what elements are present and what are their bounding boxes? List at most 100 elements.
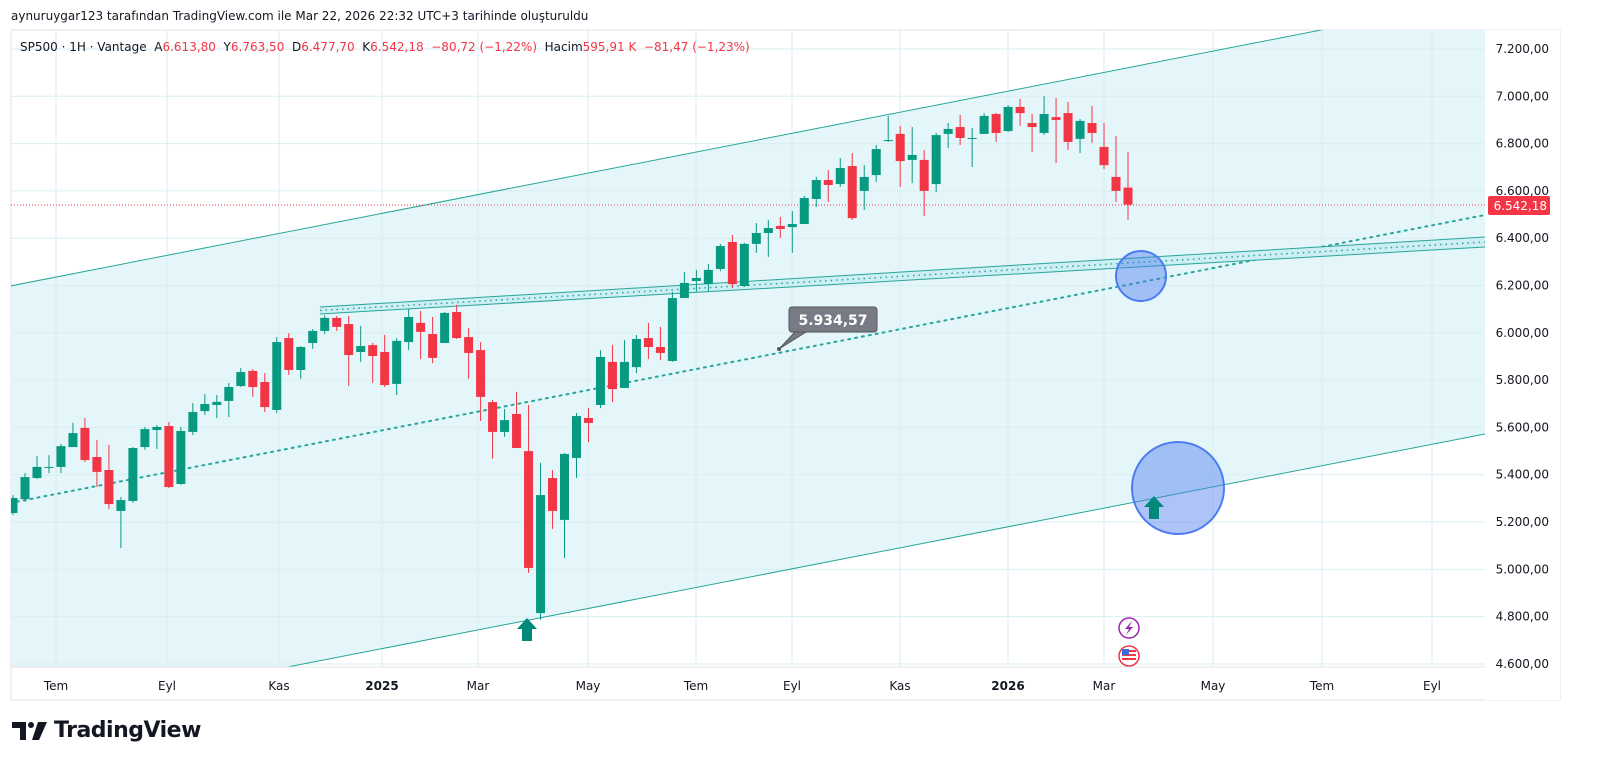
candle-down[interactable] (1051, 97, 1061, 164)
candle-up[interactable] (799, 195, 809, 225)
candle-up[interactable] (835, 158, 845, 187)
candle-down[interactable] (332, 316, 342, 331)
lightning-event-icon[interactable] (1118, 617, 1140, 639)
candle-up[interactable] (1039, 96, 1049, 136)
channel-lower-line[interactable] (10, 433, 1485, 721)
candle-down[interactable] (895, 125, 905, 187)
candle-up[interactable] (679, 272, 689, 299)
candle-up[interactable] (715, 243, 725, 272)
candle-down[interactable] (607, 344, 617, 403)
candle-down[interactable] (476, 342, 486, 422)
symbol-info[interactable]: SP500 · 1H · Vantage (20, 40, 147, 54)
price-axis[interactable] (1485, 30, 1560, 700)
candle-up[interactable] (811, 176, 821, 207)
candle-down[interactable] (1027, 114, 1037, 152)
candle-down[interactable] (655, 326, 665, 361)
candle-up[interactable] (140, 426, 150, 450)
candle-up[interactable] (619, 339, 629, 388)
candle-down[interactable] (260, 373, 270, 413)
candle-up[interactable] (32, 456, 42, 479)
candle-up[interactable] (631, 334, 641, 374)
candle-up[interactable] (44, 455, 54, 474)
candle-up[interactable] (871, 145, 881, 182)
candle-up[interactable] (236, 368, 246, 387)
candle-down[interactable] (1087, 106, 1097, 143)
candle-down[interactable] (80, 417, 90, 462)
candle-up[interactable] (188, 403, 198, 435)
candle-down[interactable] (1111, 136, 1121, 203)
candle-up[interactable] (212, 395, 222, 418)
candle-up[interactable] (739, 242, 749, 287)
candle-down[interactable] (775, 216, 785, 238)
resistance-band[interactable] (319, 236, 1485, 315)
candle-down[interactable] (1015, 98, 1025, 126)
candle-up[interactable] (68, 422, 78, 448)
candle-up[interactable] (392, 338, 402, 396)
candle-up[interactable] (176, 426, 186, 485)
candle-up[interactable] (320, 315, 330, 335)
candle-down[interactable] (1123, 152, 1133, 220)
candle-up[interactable] (308, 329, 318, 349)
candle-down[interactable] (368, 342, 378, 383)
tradingview-logo[interactable]: TradingView (12, 718, 201, 743)
candle-up[interactable] (200, 394, 210, 415)
channel-median-line[interactable] (10, 214, 1485, 504)
candle-down[interactable] (512, 391, 522, 449)
up-arrow-icon[interactable] (1144, 496, 1164, 519)
candle-up[interactable] (979, 113, 989, 134)
candle-down[interactable] (464, 328, 474, 379)
candle-down[interactable] (583, 408, 593, 443)
candle-down[interactable] (92, 439, 102, 488)
candle-down[interactable] (919, 149, 929, 216)
channel-upper-line[interactable] (10, 0, 1485, 287)
price-callout[interactable]: 5.934,57 (777, 306, 878, 351)
candle-up[interactable] (907, 127, 917, 184)
candle-up[interactable] (595, 350, 605, 409)
candle-down[interactable] (104, 444, 114, 510)
candle-up[interactable] (404, 308, 414, 350)
candle-up[interactable] (751, 223, 761, 253)
candle-up[interactable] (943, 123, 953, 149)
candle-down[interactable] (991, 113, 1001, 142)
candle-down[interactable] (428, 316, 438, 364)
candle-down[interactable] (452, 304, 462, 339)
candle-up[interactable] (1003, 105, 1013, 133)
candle-down[interactable] (1099, 123, 1109, 169)
candle-up[interactable] (667, 291, 677, 362)
candle-up[interactable] (571, 413, 581, 479)
us-flag-event-icon[interactable] (1118, 645, 1140, 667)
candle-up[interactable] (763, 220, 773, 257)
candle-up[interactable] (152, 425, 162, 449)
candle-down[interactable] (416, 311, 426, 360)
candle-up[interactable] (9, 495, 18, 515)
candle-up[interactable] (883, 115, 893, 142)
up-arrow-icon[interactable] (517, 618, 537, 641)
candle-down[interactable] (488, 399, 498, 459)
candle-up[interactable] (272, 337, 282, 414)
target-circle-small[interactable] (1115, 250, 1167, 302)
candle-down[interactable] (284, 333, 294, 375)
candle-up[interactable] (967, 127, 977, 168)
candle-down[interactable] (344, 316, 354, 387)
candle-down[interactable] (847, 153, 857, 221)
candle-up[interactable] (1075, 119, 1085, 154)
candle-down[interactable] (548, 470, 558, 529)
candle-up[interactable] (440, 312, 450, 343)
candle-down[interactable] (164, 421, 174, 488)
candle-up[interactable] (296, 346, 306, 379)
candle-up[interactable] (56, 443, 66, 474)
candle-down[interactable] (248, 369, 258, 397)
candle-down[interactable] (524, 404, 534, 573)
candle-down[interactable] (380, 334, 390, 387)
candle-up[interactable] (703, 263, 713, 292)
candle-up[interactable] (787, 211, 797, 253)
target-circle-large[interactable] (1131, 441, 1225, 535)
candle-up[interactable] (20, 473, 30, 502)
time-axis[interactable]: Tem Eyl Kas 2025 Mar May Tem Eyl Kas 2026 Mar May Te… (43, 679, 1441, 693)
candle-up[interactable] (859, 165, 869, 211)
candle-up[interactable] (931, 132, 941, 193)
candle-up[interactable] (128, 447, 138, 503)
candle-down[interactable] (823, 170, 833, 203)
candle-up[interactable] (500, 408, 510, 437)
candle-up[interactable] (356, 325, 366, 362)
